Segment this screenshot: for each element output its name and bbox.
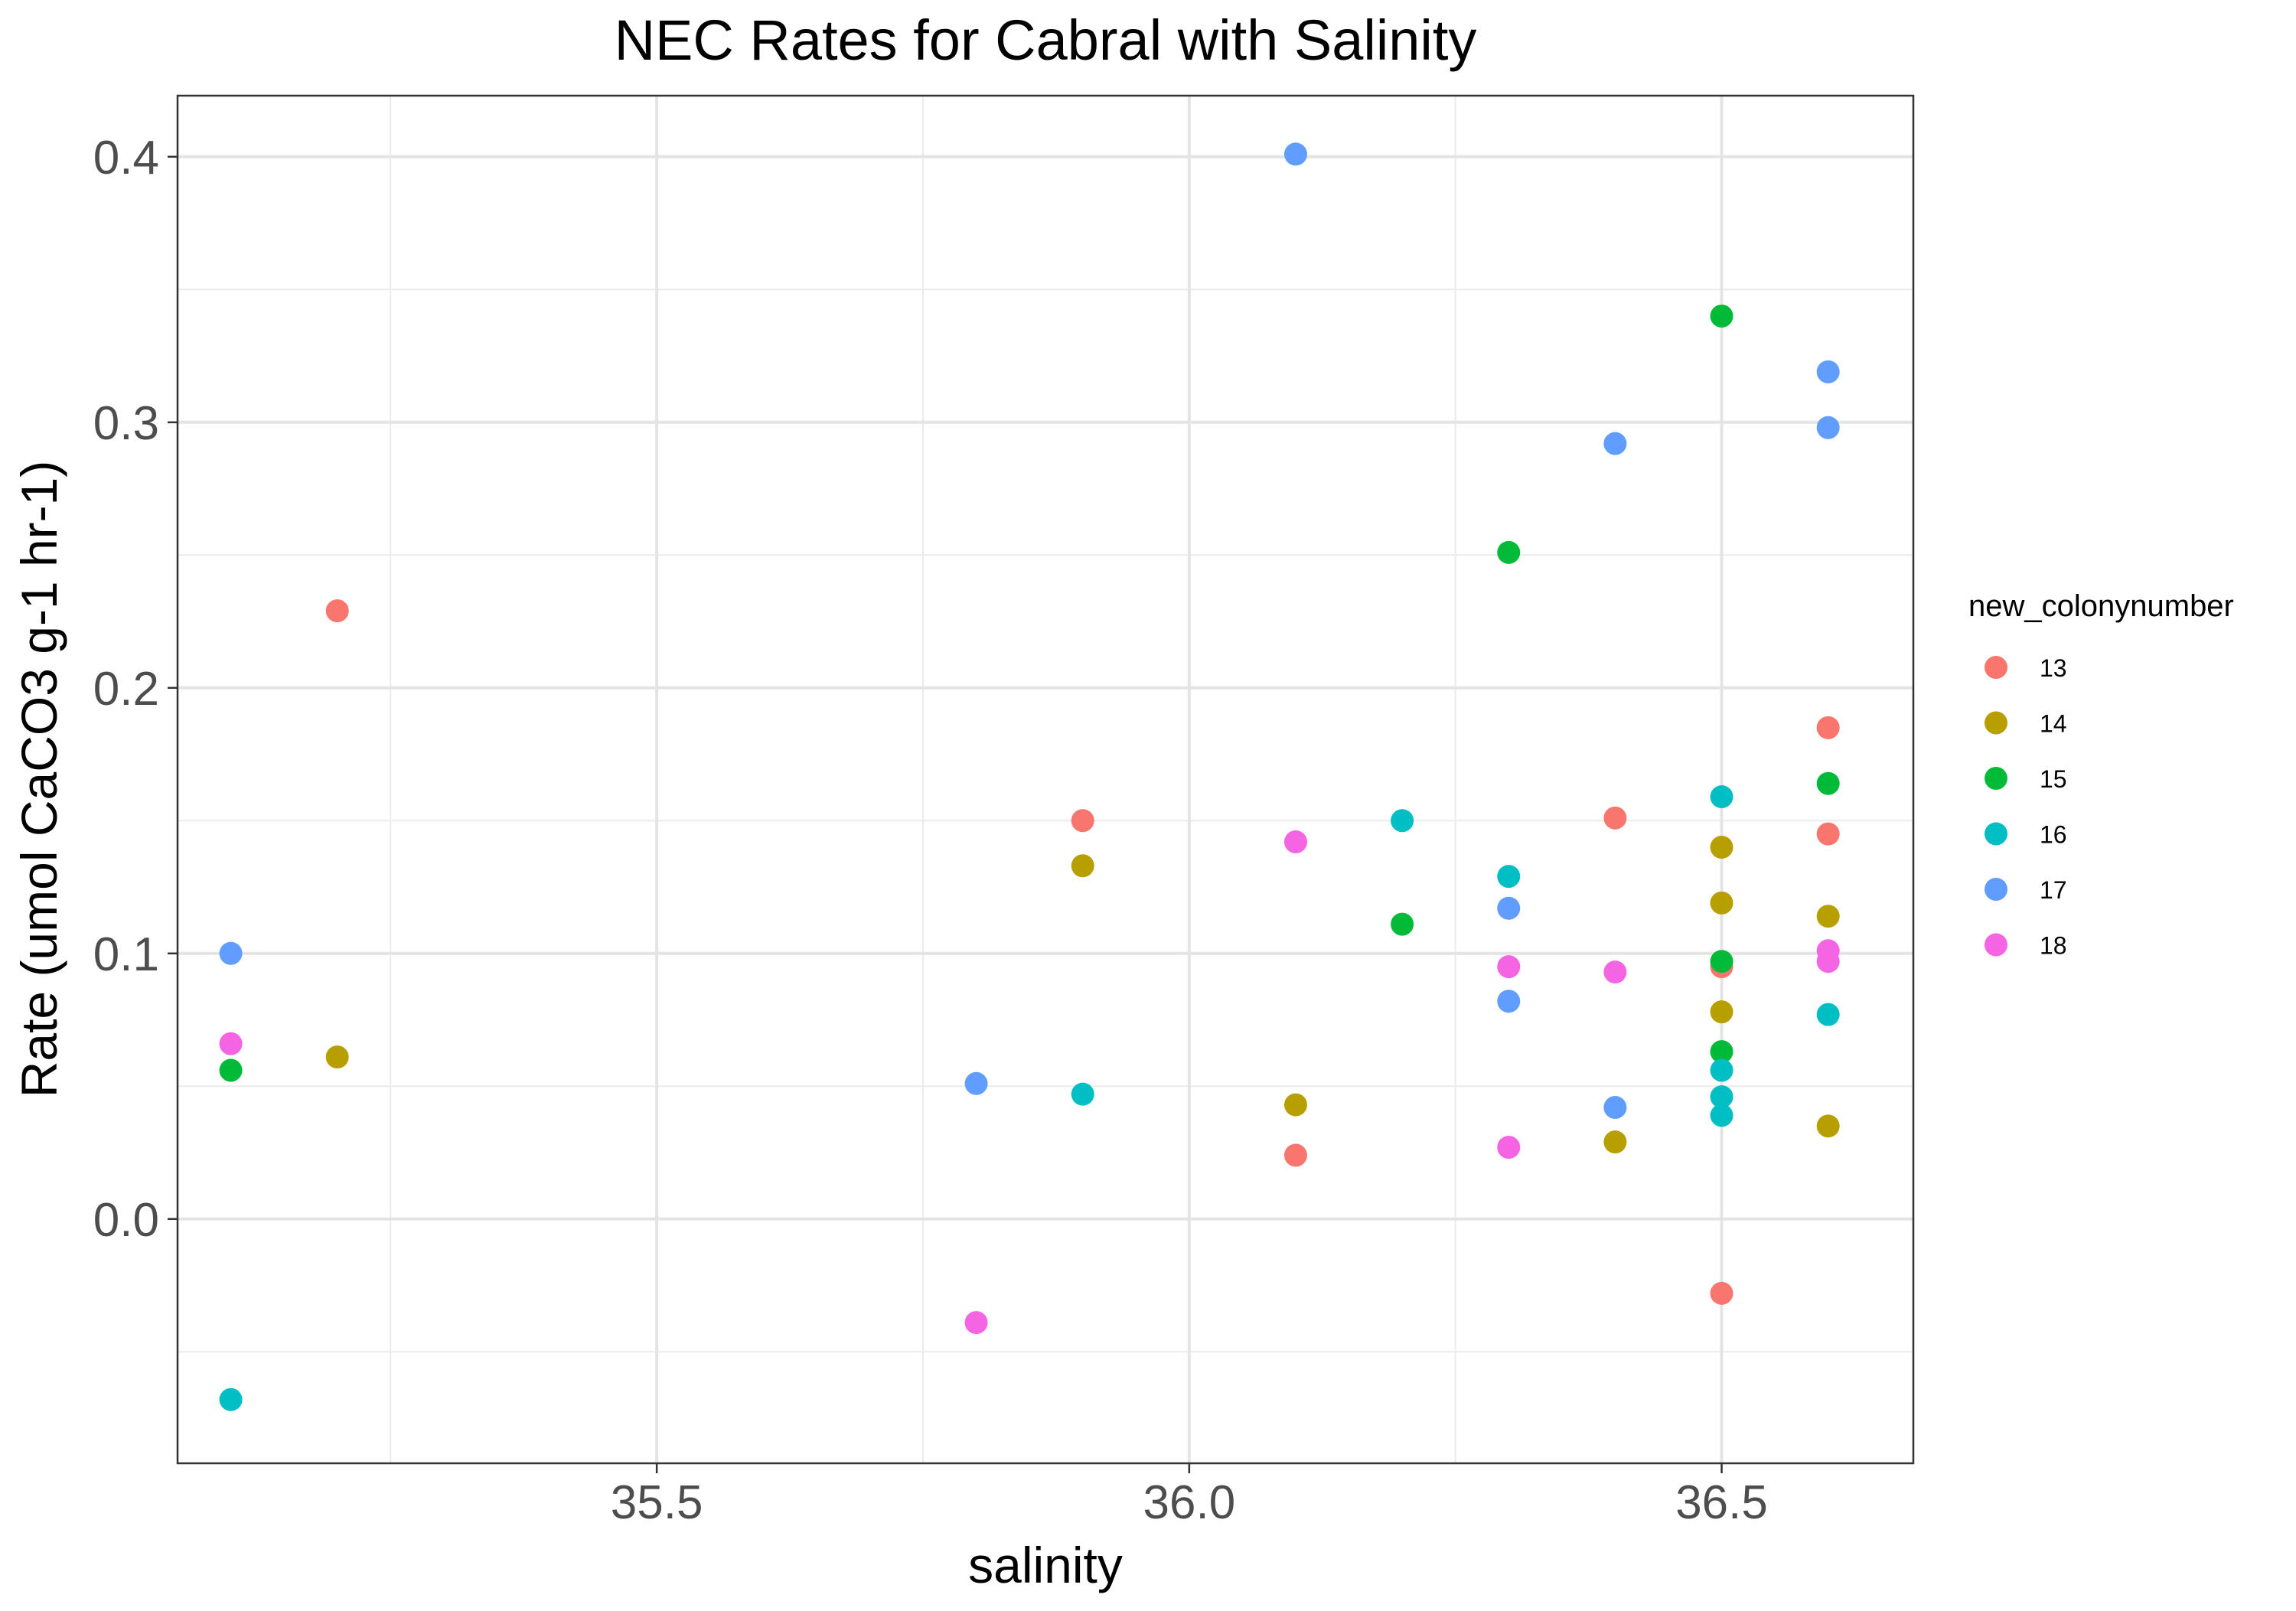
data-point-colony-16	[1071, 1082, 1094, 1106]
legend: new_colonynumber 13 14 15 16 17 18	[1968, 589, 2234, 960]
data-point-colony-16	[1497, 865, 1521, 889]
data-point-colony-14	[1603, 1130, 1627, 1154]
x-axis-label: salinity	[968, 1537, 1123, 1593]
data-point-colony-14	[1071, 854, 1094, 878]
data-point-colony-15	[1497, 540, 1521, 564]
data-point-colony-14	[325, 1045, 349, 1069]
data-point-colony-18	[1603, 960, 1627, 984]
data-point-colony-17	[1816, 360, 1840, 383]
data-point-colony-14	[1816, 905, 1840, 928]
y-axis-label: Rate (umol CaCO3 g-1 hr-1)	[11, 461, 67, 1098]
data-point-colony-13	[1710, 1281, 1733, 1305]
chart-title: NEC Rates for Cabral with Salinity	[615, 8, 1477, 72]
y-tick-label: 0.4	[93, 132, 159, 184]
legend-items: 13 14 15 16 17 18	[1985, 654, 2067, 960]
y-tick-label: 0.2	[93, 663, 159, 716]
data-point-colony-13	[1283, 1143, 1307, 1167]
data-point-colony-17	[1497, 990, 1521, 1013]
data-point-colony-14	[1710, 1000, 1733, 1024]
data-point-colony-17	[1497, 896, 1521, 920]
data-point-colony-13	[325, 599, 349, 623]
data-point-colony-17	[1816, 416, 1840, 439]
x-tick-label: 35.5	[611, 1476, 703, 1529]
y-tick-label: 0.1	[93, 928, 159, 981]
plot-border	[176, 94, 1915, 1465]
y-tick-label: 0.3	[93, 397, 159, 450]
data-point-colony-18	[1497, 1136, 1521, 1159]
data-point-colony-15	[1710, 305, 1733, 328]
data-point-colony-16	[1710, 1058, 1733, 1082]
data-point-colony-14	[1710, 891, 1733, 915]
points-layer	[219, 142, 1840, 1411]
data-point-colony-14	[1816, 1114, 1840, 1138]
data-point-colony-18	[1816, 950, 1840, 973]
data-point-colony-13	[1816, 822, 1840, 846]
data-point-colony-16	[219, 1388, 243, 1411]
y-tick-label: 0.0	[93, 1194, 159, 1247]
data-point-colony-18	[964, 1311, 988, 1335]
data-point-colony-15	[1710, 950, 1733, 973]
data-point-colony-16	[1710, 785, 1733, 809]
data-point-colony-15	[1816, 771, 1840, 795]
legend-label-16: 16	[2040, 821, 2067, 849]
legend-key-18	[1985, 933, 2007, 957]
data-point-colony-17	[219, 941, 243, 965]
legend-label-17: 17	[2040, 876, 2067, 904]
data-point-colony-17	[1603, 1096, 1627, 1120]
data-point-colony-18	[219, 1032, 243, 1055]
data-point-colony-17	[1603, 432, 1627, 455]
data-point-colony-16	[1710, 1104, 1733, 1127]
data-point-colony-14	[1710, 835, 1733, 859]
data-point-colony-13	[1603, 806, 1627, 830]
legend-key-17	[1985, 878, 2007, 901]
legend-label-13: 13	[2040, 654, 2067, 682]
x-tick-label: 36.0	[1143, 1476, 1236, 1529]
legend-title: new_colonynumber	[1968, 589, 2234, 623]
legend-key-14	[1985, 711, 2007, 735]
data-point-colony-13	[1816, 716, 1840, 739]
data-point-colony-18	[1497, 955, 1521, 979]
legend-label-18: 18	[2040, 932, 2067, 960]
data-point-colony-17	[964, 1071, 988, 1095]
legend-key-16	[1985, 822, 2007, 846]
data-point-colony-16	[1816, 1003, 1840, 1026]
data-point-colony-15	[1391, 912, 1414, 936]
x-axis: 35.5 36.0 36.5	[611, 1463, 1768, 1529]
legend-label-14: 14	[2040, 710, 2067, 738]
data-point-colony-18	[1283, 830, 1307, 854]
data-point-colony-15	[1710, 1040, 1733, 1064]
data-point-colony-16	[1710, 1085, 1733, 1109]
data-point-colony-13	[1071, 809, 1094, 833]
data-point-colony-14	[1283, 1093, 1307, 1117]
grid-layer	[178, 96, 1913, 1463]
legend-key-15	[1985, 767, 2007, 790]
data-point-colony-15	[219, 1058, 243, 1082]
legend-label-15: 15	[2040, 765, 2067, 793]
y-axis: 0.0 0.1 0.2 0.3 0.4	[93, 132, 178, 1247]
data-point-colony-17	[1283, 142, 1307, 166]
legend-key-13	[1985, 656, 2007, 679]
data-point-colony-16	[1391, 809, 1414, 833]
x-tick-label: 36.5	[1675, 1476, 1768, 1529]
